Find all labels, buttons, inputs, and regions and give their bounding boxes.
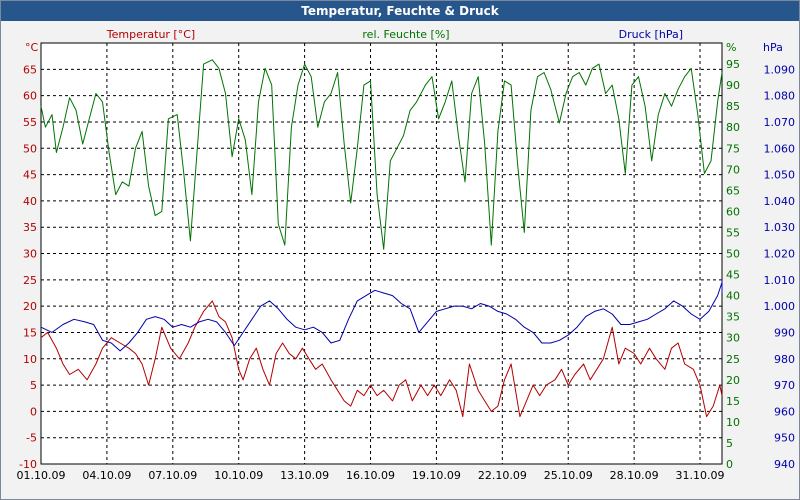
x-tick-label: 04.10.09	[82, 469, 131, 482]
x-tick-label: 28.10.09	[610, 469, 659, 482]
humidity-tick-label: 5	[726, 437, 733, 450]
temperature-series-line	[40, 300, 723, 418]
pressure-tick-label: 940	[774, 458, 795, 471]
pressure-tick-label: 1.080	[764, 90, 796, 103]
humidity-tick-label: 25	[726, 353, 740, 366]
humidity-series-line	[40, 59, 723, 250]
temperature-tick-label: -5	[26, 432, 37, 445]
chart-canvas: 01.10.09 04.10.09 07.10.09 10.10.09 13.10.09…	[17, 28, 796, 482]
x-tick-label: 01.10.09	[17, 469, 66, 482]
temperature-tick-label: 15	[23, 326, 37, 339]
humidity-tick-label: 55	[726, 226, 740, 239]
temperature-tick-label: 60	[23, 90, 37, 103]
humidity-axis-label: rel. Feuchte [%]	[362, 28, 449, 41]
x-tick-label: 13.10.09	[280, 469, 329, 482]
x-tick-label: 25.10.09	[544, 469, 593, 482]
x-tick-label: 19.10.09	[412, 469, 461, 482]
temperature-tick-label: 40	[23, 195, 37, 208]
temperature-tick-label: 30	[23, 248, 37, 261]
pressure-tick-label: 950	[774, 432, 795, 445]
pressure-tick-label: 980	[774, 353, 795, 366]
pressure-tick-label: 1.090	[764, 63, 796, 76]
humidity-tick-label: 65	[726, 184, 740, 197]
humidity-tick-label: 20	[726, 374, 740, 387]
pressure-tick-label: 1.010	[764, 274, 796, 287]
humidity-tick-label: 15	[726, 395, 740, 408]
pressure-axis-label: Druck [hPa]	[619, 28, 683, 41]
humidity-tick-label: 45	[726, 269, 740, 282]
pressure-tick-label: 1.040	[764, 195, 796, 208]
pressure-tick-label: 1.060	[764, 142, 796, 155]
pressure-tick-label: 990	[774, 326, 795, 339]
x-tick-label: 07.10.09	[148, 469, 197, 482]
temperature-tick-label: 20	[23, 300, 37, 313]
temperature-axis-label: Temperatur [°C]	[106, 28, 195, 41]
temperature-tick-label: 50	[23, 142, 37, 155]
humidity-unit: %	[726, 41, 736, 54]
pressure-tick-label: 1.000	[764, 300, 796, 313]
humidity-tick-label: 90	[726, 79, 740, 92]
humidity-tick-label: 70	[726, 163, 740, 176]
x-tick-label: 16.10.09	[346, 469, 395, 482]
x-tick-label: 10.10.09	[214, 469, 263, 482]
temperature-tick-label: 10	[23, 353, 37, 366]
pressure-tick-label: 970	[774, 379, 795, 392]
humidity-tick-label: 75	[726, 142, 740, 155]
pressure-unit: hPa	[763, 41, 783, 54]
humidity-tick-label: 50	[726, 248, 740, 261]
pressure-tick-label: 960	[774, 405, 795, 418]
temperature-tick-label: 0	[30, 405, 37, 418]
pressure-tick-label: 1.020	[764, 248, 796, 261]
humidity-tick-label: 60	[726, 205, 740, 218]
temperature-unit: °C	[25, 41, 39, 54]
x-tick-label: 22.10.09	[478, 469, 527, 482]
humidity-tick-label: 35	[726, 311, 740, 324]
humidity-tick-label: 10	[726, 416, 740, 429]
temperature-tick-label: 55	[23, 116, 37, 129]
humidity-tick-label: 85	[726, 100, 740, 113]
plot-area	[40, 42, 723, 465]
temperature-tick-label: -10	[19, 458, 37, 471]
temperature-tick-label: 25	[23, 274, 37, 287]
humidity-tick-label: 0	[726, 458, 733, 471]
pressure-tick-label: 1.070	[764, 116, 796, 129]
pressure-tick-label: 1.030	[764, 221, 796, 234]
humidity-tick-label: 30	[726, 332, 740, 345]
temperature-tick-label: 45	[23, 169, 37, 182]
humidity-tick-label: 40	[726, 290, 740, 303]
pressure-series-line	[40, 279, 723, 352]
humidity-tick-label: 95	[726, 58, 740, 71]
temperature-tick-label: 65	[23, 63, 37, 76]
pressure-tick-label: 1.050	[764, 169, 796, 182]
temperature-tick-label: 35	[23, 221, 37, 234]
temperature-tick-label: 5	[30, 379, 37, 392]
humidity-tick-label: 80	[726, 121, 740, 134]
x-tick-label: 31.10.09	[676, 469, 725, 482]
window-title: Temperatur, Feuchte & Druck	[1, 1, 799, 21]
